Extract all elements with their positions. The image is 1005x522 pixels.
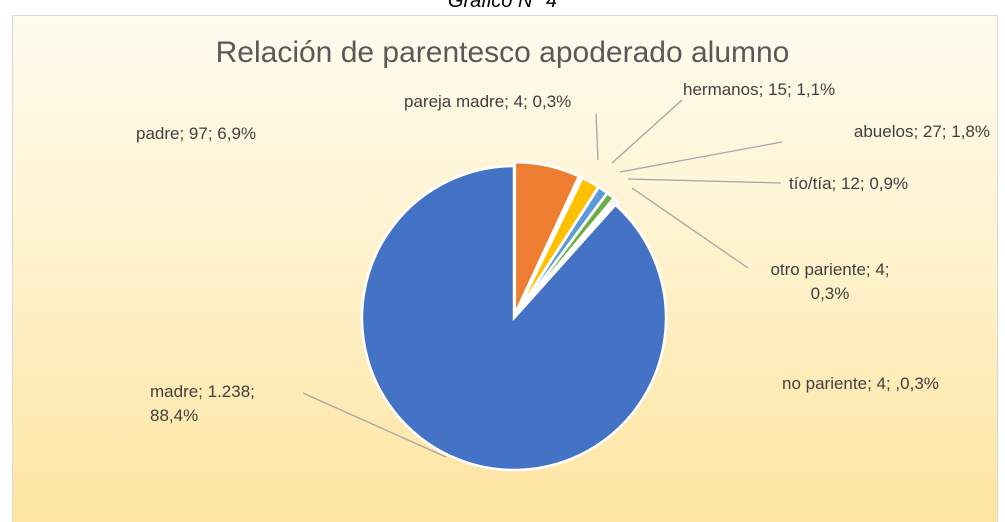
chart-title: Relación de parentesco apoderado alumno (215, 36, 790, 69)
data-label: pareja madre; 4; 0,3% (404, 92, 572, 111)
data-label: otro pariente; 4; 0,3% (770, 260, 890, 303)
leader-line (611, 99, 683, 164)
leader-line (631, 187, 749, 269)
leader-lines (302, 99, 783, 458)
data-label: hermanos; 15; 1,1% (683, 80, 836, 99)
pie-slice (360, 164, 668, 472)
data-label: madre; 1.238; 88,4% (150, 382, 255, 425)
data-label: tío/tía; 12; 0,9% (789, 174, 909, 193)
figure-caption: Gráfico N° 4 (447, 0, 558, 12)
data-label: no pariente; 4; ,0,3% (782, 374, 939, 393)
leader-line (627, 178, 782, 184)
leader-line (302, 392, 447, 458)
data-label: padre; 97; 6,9% (136, 124, 257, 143)
leader-line (619, 141, 783, 173)
leader-line (595, 113, 599, 161)
data-label: abuelos; 27; 1,8% (853, 122, 990, 141)
